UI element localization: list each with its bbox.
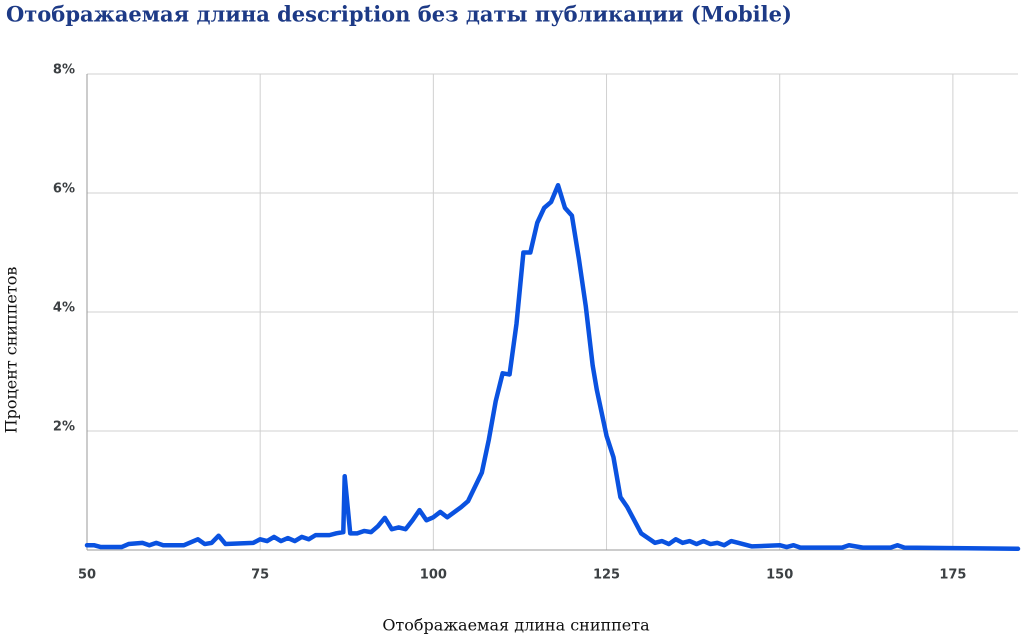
y-axis-label: Процент сниппетов [2,267,21,434]
x-tick-label: 75 [251,568,269,583]
x-tick-label: 100 [420,568,447,583]
y-tick-label: 4% [53,301,75,316]
x-tick-label: 125 [593,568,620,583]
x-tick-label: 50 [78,568,96,583]
line [84,183,1021,552]
x-axis-label: Отображаемая длина сниппета [382,616,650,635]
y-tick-label: 8% [53,63,75,78]
x-tick-label: 150 [766,568,793,583]
chart-title: Отображаемая длина description без даты … [6,2,792,27]
x-tick-label: 175 [939,568,966,583]
y-tick-label: 2% [53,420,75,435]
y-tick-label: 6% [53,182,75,197]
